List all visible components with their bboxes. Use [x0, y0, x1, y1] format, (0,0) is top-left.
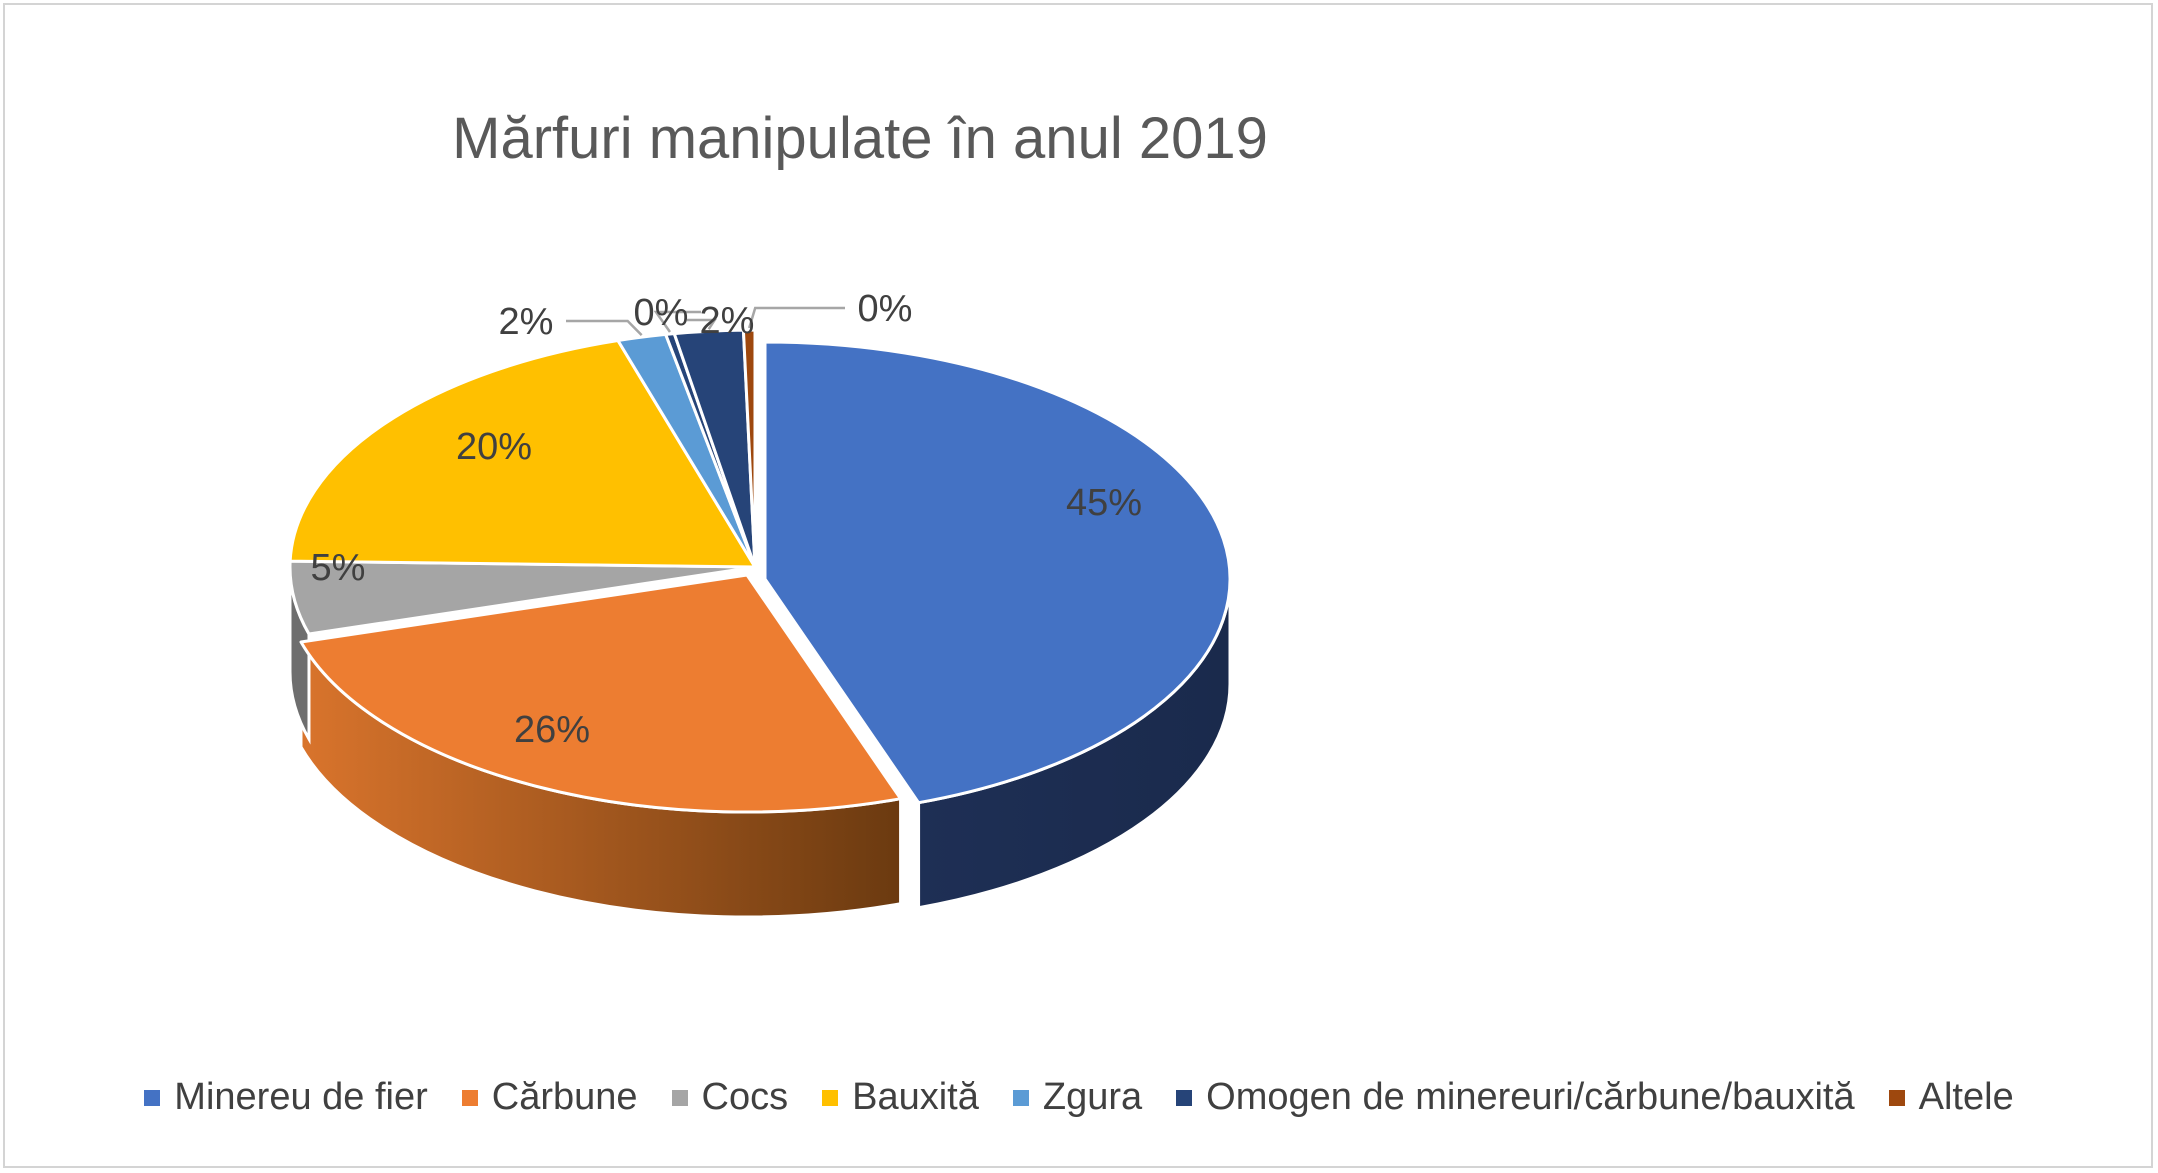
legend-swatch	[671, 1089, 688, 1106]
legend-swatch	[1888, 1089, 1905, 1106]
data-label-2: 5%	[311, 547, 366, 589]
legend-label: Cocs	[701, 1076, 789, 1118]
data-label-5: 0%	[634, 292, 689, 334]
legend-label: Zgura	[1042, 1076, 1143, 1118]
slice-top-3	[288, 339, 757, 569]
legend-item-2: Cocs	[671, 1076, 789, 1119]
legend-swatch	[461, 1089, 478, 1106]
slice-top-7	[741, 328, 757, 569]
legend-item-5: Omogen de minereuri/cărbune/bauxită	[1176, 1076, 1855, 1119]
legend-item-6: Altele	[1888, 1076, 2014, 1119]
leader-line-7	[748, 306, 845, 329]
pie-tops	[288, 328, 1232, 814]
slice-top-1	[299, 573, 903, 814]
legend: Minereu de fier Cărbune Cocs Bauxită Zgura Om…	[0, 1076, 2158, 1119]
legend-swatch	[1176, 1089, 1193, 1106]
legend-item-3: Bauxită	[822, 1076, 979, 1119]
legend-swatch	[822, 1089, 839, 1106]
legend-item-0: Minereu de fier	[144, 1076, 428, 1119]
legend-label: Omogen de minereuri/cărbune/bauxită	[1206, 1076, 1855, 1118]
leader-line-6	[687, 318, 718, 330]
data-labels: 45% 26% 5% 20% 2% 0% 2% 0%	[311, 288, 1142, 751]
legend-label: Bauxită	[852, 1076, 979, 1118]
leader-line-4	[566, 319, 643, 337]
data-label-6: 2%	[700, 300, 755, 342]
data-label-0: 45%	[1066, 482, 1142, 524]
legend-swatch	[144, 1089, 161, 1106]
slice-top-0	[763, 340, 1232, 805]
leader-lines	[566, 306, 845, 337]
legend-label: Altele	[1918, 1076, 2014, 1118]
legend-item-4: Zgura	[1012, 1076, 1143, 1119]
data-label-3: 20%	[456, 426, 532, 468]
legend-label: Cărbune	[491, 1076, 638, 1118]
data-label-7: 0%	[858, 288, 913, 330]
data-label-1: 26%	[514, 709, 590, 751]
data-label-4: 2%	[499, 301, 554, 343]
legend-swatch	[1012, 1089, 1029, 1106]
leader-line-5	[653, 310, 701, 333]
legend-item-1: Cărbune	[461, 1076, 638, 1119]
chart-title: Mărfuri manipulate în anul 2019	[452, 106, 1268, 171]
legend-label: Minereu de fier	[174, 1076, 428, 1118]
